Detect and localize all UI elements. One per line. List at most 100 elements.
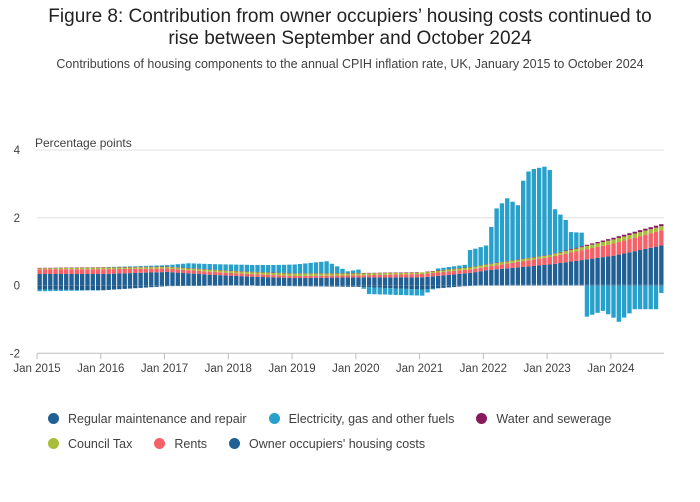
- bar-segment: [281, 275, 287, 278]
- bar-segment: [648, 284, 653, 286]
- legend-item: Water and sewerage: [476, 412, 611, 426]
- bar-segment: [265, 265, 271, 273]
- bar-segment: [313, 275, 319, 278]
- bar-segment: [281, 273, 287, 276]
- bar-segment: [297, 285, 303, 287]
- bar-segment: [218, 272, 223, 276]
- bar-segment: [563, 251, 568, 254]
- bar-segment: [58, 273, 64, 286]
- bar-segment: [170, 272, 175, 286]
- bar-segment: [345, 271, 351, 273]
- bar-segment: [430, 288, 436, 290]
- bar-segment: [627, 252, 632, 285]
- bar-segment: [149, 268, 154, 273]
- bar-segment: [563, 284, 568, 286]
- bar-segment: [101, 269, 106, 274]
- bar-segment: [388, 285, 393, 289]
- bar-segment: [606, 239, 611, 241]
- bar-segment: [398, 277, 404, 286]
- bar-segment: [643, 248, 648, 285]
- bar-segment: [74, 285, 80, 290]
- bar-segment: [563, 250, 568, 252]
- bar-segment: [149, 265, 154, 267]
- bar-segment: [388, 288, 393, 295]
- bar-segment: [483, 270, 489, 285]
- bar-segment: [558, 251, 563, 253]
- bar-segment: [398, 288, 404, 296]
- bar-segment: [79, 290, 85, 291]
- bar-segment: [308, 273, 313, 276]
- x-tick-label: Jan 2017: [141, 363, 188, 375]
- bar-segment: [356, 285, 361, 287]
- bar-segment: [122, 267, 127, 269]
- bar-segment: [117, 269, 122, 274]
- bar-segment: [616, 242, 622, 255]
- bar-segment: [111, 267, 117, 270]
- bar-segment: [388, 277, 393, 286]
- bar-segment: [303, 263, 308, 274]
- bar-segment: [547, 264, 552, 285]
- bar-segment: [165, 266, 170, 269]
- bar-segment: [202, 274, 207, 286]
- bar-segment: [404, 285, 409, 289]
- bar-segment: [361, 273, 366, 276]
- bar-segment: [154, 268, 159, 273]
- bar-segment: [308, 275, 313, 278]
- bar-segment: [531, 257, 536, 260]
- bar-segment: [90, 269, 95, 274]
- bar-segment: [159, 265, 165, 267]
- bar-segment: [409, 285, 414, 290]
- bar-segment: [467, 269, 473, 273]
- bar-segment: [659, 230, 664, 246]
- bar-segment: [165, 265, 170, 267]
- bar-segment: [420, 289, 425, 296]
- bar-segment: [223, 272, 228, 276]
- bar-segment: [595, 284, 600, 286]
- bar-segment: [467, 250, 473, 267]
- bar-segment: [218, 270, 223, 273]
- bar-segment: [324, 285, 329, 287]
- bar-segment: [340, 285, 345, 287]
- legend-item: Council Tax: [48, 437, 132, 451]
- bar-segment: [627, 239, 632, 253]
- bar-segment: [621, 240, 627, 254]
- bar-segment: [568, 261, 574, 285]
- bar-segment: [409, 277, 414, 286]
- bar-segment: [319, 261, 324, 274]
- bar-segment: [648, 233, 653, 248]
- bar-segment: [526, 260, 531, 267]
- bar-segment: [340, 273, 345, 276]
- bar-segment: [536, 258, 542, 266]
- bar-segment: [303, 275, 308, 278]
- bar-segment: [584, 259, 590, 285]
- bar-segment: [600, 285, 606, 311]
- bar-segment: [313, 277, 319, 286]
- bar-segment: [606, 285, 611, 315]
- bar-segment: [74, 289, 80, 291]
- bar-segment: [260, 277, 266, 286]
- bar-segment: [536, 265, 542, 285]
- legend-label: Water and sewerage: [496, 411, 612, 426]
- bar-segment: [653, 246, 659, 285]
- bar-segment: [276, 275, 281, 278]
- bar-segment: [643, 284, 648, 286]
- bar-segment: [616, 284, 622, 286]
- legend-swatch: [48, 438, 59, 449]
- bar-segment: [510, 267, 515, 285]
- bar-segment: [159, 272, 165, 286]
- bar-segment: [547, 257, 552, 265]
- bar-segment: [329, 263, 335, 274]
- bar-segment: [388, 274, 393, 278]
- bar-segment: [489, 284, 494, 286]
- bar-segment: [48, 289, 53, 292]
- bar-segment: [462, 273, 467, 286]
- bar-segment: [239, 276, 244, 286]
- bar-segment: [64, 267, 69, 270]
- bar-segment: [143, 272, 149, 286]
- bar-segment: [366, 273, 372, 276]
- bar-segment: [372, 285, 377, 288]
- bar-segment: [382, 272, 388, 275]
- bar-segment: [659, 285, 664, 293]
- bar-segment: [590, 285, 595, 315]
- bar-segment: [207, 274, 212, 286]
